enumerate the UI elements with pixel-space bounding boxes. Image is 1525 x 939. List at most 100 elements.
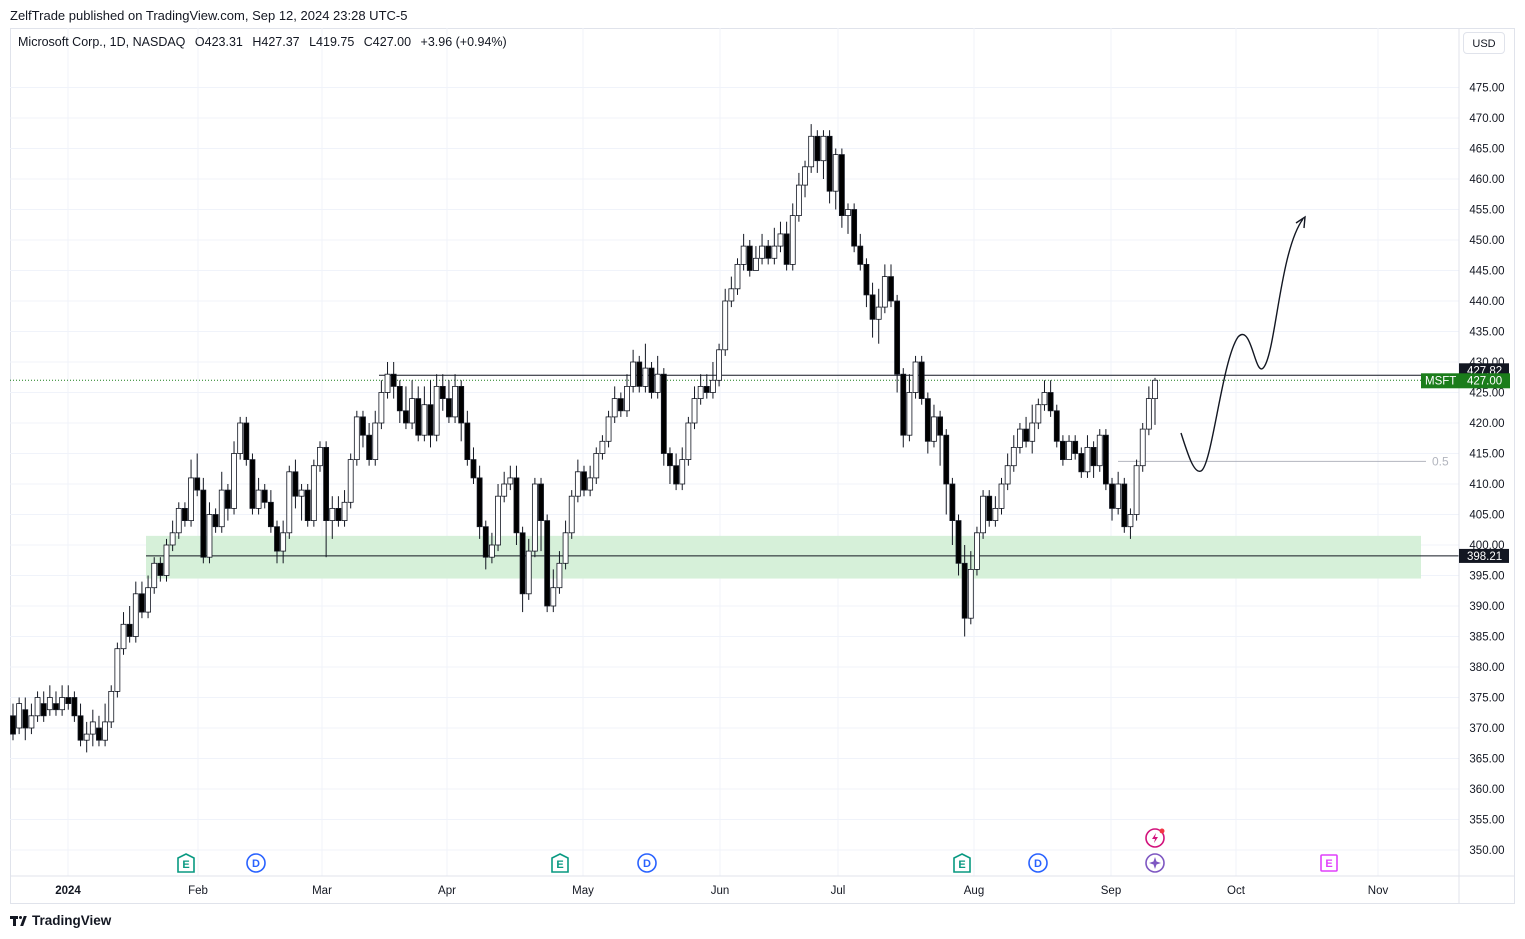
candle[interactable] [624, 374, 630, 417]
candle[interactable] [703, 374, 710, 399]
candle[interactable] [261, 484, 268, 509]
candle[interactable] [918, 355, 925, 405]
candle[interactable] [353, 410, 360, 466]
candle[interactable] [667, 447, 673, 484]
candle[interactable] [396, 380, 403, 423]
candle[interactable] [943, 429, 950, 515]
candle[interactable] [642, 343, 649, 393]
candle[interactable] [513, 465, 520, 545]
candle[interactable] [587, 465, 594, 497]
candle[interactable] [139, 581, 145, 619]
candle[interactable] [753, 246, 759, 271]
candle[interactable] [826, 130, 833, 204]
candle[interactable] [716, 343, 722, 387]
candle[interactable] [89, 709, 96, 747]
candle[interactable] [1072, 435, 1079, 460]
candle[interactable] [83, 721, 90, 753]
candle[interactable] [71, 691, 78, 722]
candle[interactable] [845, 203, 851, 234]
candle[interactable] [832, 148, 839, 210]
candle[interactable] [126, 606, 133, 643]
candle[interactable] [802, 160, 808, 198]
candle[interactable] [482, 520, 489, 570]
candle[interactable] [188, 459, 194, 527]
candle[interactable] [77, 703, 84, 747]
candle[interactable] [224, 484, 231, 521]
candle[interactable] [1096, 429, 1103, 472]
candle[interactable] [292, 459, 299, 509]
candle[interactable] [237, 416, 244, 460]
candle[interactable] [630, 349, 637, 393]
candle[interactable] [409, 380, 415, 430]
earnings-marker-jul[interactable]: E [953, 853, 971, 873]
candle[interactable] [280, 520, 287, 564]
candle[interactable] [267, 490, 274, 533]
candle[interactable] [323, 441, 330, 558]
candle[interactable] [1084, 435, 1091, 478]
candle[interactable] [912, 355, 919, 399]
candle[interactable] [231, 441, 237, 515]
candle[interactable] [550, 569, 557, 613]
candle[interactable] [458, 380, 465, 442]
candle[interactable] [974, 526, 980, 576]
projection-path[interactable] [1180, 218, 1304, 472]
candle[interactable] [998, 477, 1005, 515]
candle[interactable] [1109, 477, 1115, 521]
candle[interactable] [427, 380, 434, 448]
candle[interactable] [636, 355, 643, 393]
dividend-marker-feb[interactable]: D [246, 853, 266, 873]
candle[interactable] [249, 453, 256, 515]
earnings-marker-oct[interactable]: E [1320, 854, 1338, 872]
candle[interactable] [740, 233, 747, 271]
candle[interactable] [1102, 429, 1109, 491]
candle[interactable] [525, 538, 532, 600]
candle[interactable] [218, 471, 225, 533]
candle[interactable] [433, 374, 440, 442]
candle[interactable] [759, 233, 765, 265]
candle[interactable] [46, 685, 53, 716]
candle[interactable] [581, 465, 587, 497]
candle[interactable] [1127, 508, 1134, 539]
candle[interactable] [937, 410, 944, 466]
candle[interactable] [875, 288, 882, 344]
earnings-marker-jan[interactable]: E [177, 853, 195, 873]
candle[interactable] [59, 685, 66, 716]
candle[interactable] [673, 453, 679, 491]
candle[interactable] [894, 294, 901, 393]
tradingview-logo[interactable]: TradingView [10, 913, 111, 928]
candle[interactable] [746, 240, 753, 277]
candle[interactable] [452, 374, 458, 423]
candle[interactable] [519, 526, 526, 613]
candle[interactable] [562, 520, 569, 570]
candle[interactable] [34, 691, 41, 722]
candle[interactable] [617, 392, 624, 417]
candle[interactable] [470, 447, 477, 484]
candle[interactable] [1090, 441, 1097, 478]
candle[interactable] [869, 282, 876, 338]
candle[interactable] [654, 355, 661, 399]
candle[interactable] [1115, 471, 1122, 515]
candle[interactable] [888, 264, 894, 308]
candle[interactable] [286, 465, 293, 539]
candle[interactable] [967, 551, 974, 625]
candle[interactable] [1078, 447, 1085, 478]
candle[interactable] [403, 386, 409, 430]
candle[interactable] [421, 386, 428, 442]
candle[interactable] [1139, 423, 1146, 472]
candle[interactable] [304, 484, 311, 527]
candle[interactable] [1041, 380, 1048, 411]
candle[interactable] [489, 532, 495, 564]
candle[interactable] [734, 258, 741, 295]
candle[interactable] [1053, 404, 1060, 448]
candle[interactable] [175, 502, 182, 539]
candle[interactable] [384, 362, 391, 399]
candle[interactable] [255, 477, 262, 515]
candle[interactable] [765, 240, 772, 265]
candle[interactable] [495, 484, 501, 552]
candle[interactable] [1004, 453, 1011, 491]
candle[interactable] [329, 496, 336, 539]
candle[interactable] [777, 221, 784, 253]
candle[interactable] [507, 465, 514, 491]
candle[interactable] [501, 471, 508, 503]
